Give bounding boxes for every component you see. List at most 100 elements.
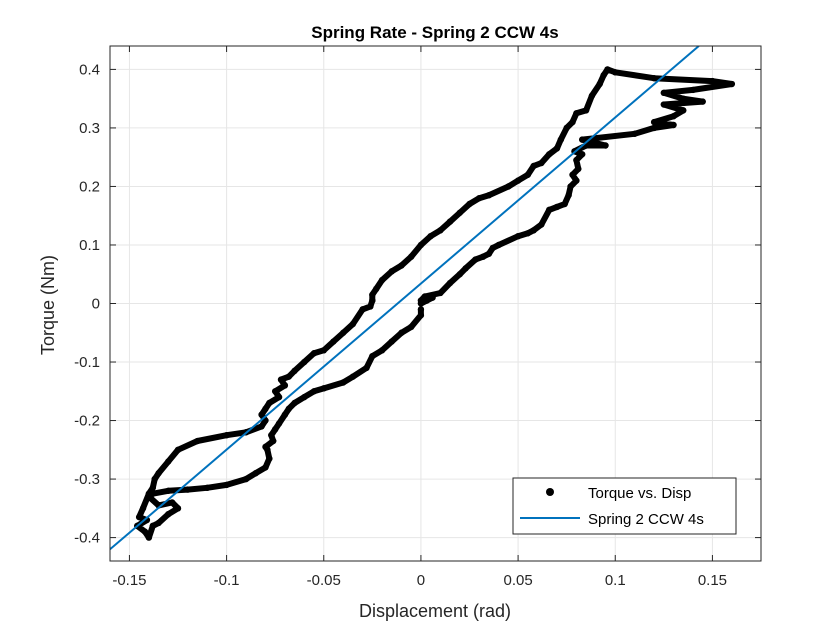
y-tick-label: -0.4: [74, 530, 100, 547]
data-point: [417, 297, 425, 304]
data-point: [575, 165, 582, 173]
data-point: [604, 66, 611, 73]
data-point: [446, 279, 454, 287]
ticks: -0.15 -0.1 -0.05 0 0.05 0.1 0.15 -0.4 -0.3 -0.2 -0…: [74, 46, 761, 589]
data-point: [165, 510, 172, 518]
legend-box: [512, 477, 737, 535]
data-point: [320, 385, 327, 392]
data-point: [291, 399, 298, 407]
data-point: [369, 352, 376, 360]
data-point: [689, 86, 697, 94]
data-point: [545, 151, 553, 158]
y-tick-label: 0.2: [79, 178, 100, 195]
data-point: [600, 72, 607, 79]
y-tick-label: 0.1: [79, 237, 100, 254]
data-point: [145, 534, 153, 541]
x-tick-label: 0: [417, 572, 425, 589]
y-tick-label: -0.3: [74, 471, 100, 488]
data-point: [275, 420, 283, 427]
data-point: [437, 227, 444, 234]
data-point: [538, 159, 545, 167]
data-point: [456, 209, 463, 216]
data-point: [485, 192, 493, 199]
data-point: [155, 470, 162, 477]
data-point: [421, 293, 429, 300]
data-point: [155, 519, 162, 527]
data-point: [301, 393, 308, 401]
data-point: [262, 464, 269, 471]
data-point: [417, 312, 425, 319]
legend-label-spring-2-ccw-4s: Spring 2 CCW 4s: [588, 511, 704, 528]
data-point: [650, 124, 658, 132]
data-point: [709, 77, 716, 85]
legend-label-torque-vs-disp: Torque vs. Disp: [588, 485, 691, 502]
data-point: [514, 232, 522, 240]
data-point: [369, 291, 376, 298]
data-point: [174, 446, 182, 454]
fit-line: [110, 46, 700, 551]
data-point: [582, 107, 590, 114]
plot-content: [110, 46, 736, 551]
data-point: [301, 358, 308, 366]
data-point: [680, 107, 687, 114]
data-point: [408, 253, 415, 260]
data-point: [680, 95, 687, 102]
data-point: [285, 405, 292, 413]
y-axis-label: Torque (Nm): [38, 255, 58, 355]
data-point: [184, 486, 191, 493]
grid: [110, 46, 761, 561]
data-point: [367, 303, 374, 310]
data-point: [339, 379, 347, 386]
data-point: [437, 289, 444, 297]
data-point: [538, 221, 545, 228]
data-point: [456, 271, 463, 278]
data-point: [203, 484, 211, 492]
data-point: [579, 136, 586, 143]
x-axis-label: Displacement (rad): [359, 601, 511, 621]
data-point: [514, 177, 522, 184]
plot-area: [110, 46, 736, 551]
data-point: [495, 241, 502, 249]
data-point: [349, 373, 357, 380]
data-point: [330, 338, 337, 345]
data-point: [258, 423, 265, 430]
data-point: [524, 230, 532, 237]
data-point: [530, 227, 537, 234]
data-point: [561, 200, 568, 208]
data-point: [339, 329, 347, 336]
data-point: [291, 367, 298, 375]
data-point: [466, 200, 473, 208]
data-point: [573, 110, 580, 117]
data-point: [398, 329, 405, 336]
data-point: [266, 399, 273, 407]
data-point: [479, 253, 487, 260]
data-point: [270, 437, 277, 445]
data-point: [530, 162, 537, 170]
y-tick-label: -0.2: [74, 413, 100, 430]
data-point: [553, 145, 561, 152]
data-point: [271, 426, 279, 433]
data-point: [349, 320, 357, 328]
data-point: [281, 411, 289, 418]
data-point: [569, 171, 576, 178]
data-point: [612, 69, 619, 76]
data-point: [485, 250, 493, 257]
y-tick-label: 0.4: [79, 61, 100, 78]
data-point: [141, 528, 149, 535]
data-point: [446, 218, 454, 225]
data-point: [602, 142, 609, 149]
data-point: [149, 490, 156, 497]
data-point: [135, 513, 143, 521]
data-point: [557, 136, 565, 143]
data-point: [242, 475, 250, 483]
data-point: [262, 405, 269, 413]
data-point: [252, 470, 259, 477]
data-point: [670, 121, 677, 129]
data-point: [631, 130, 638, 137]
data-point: [588, 92, 596, 99]
legend: Torque vs. Disp Spring 2 CCW 4s: [512, 477, 737, 535]
data-point: [194, 437, 201, 445]
data-point: [417, 306, 425, 313]
data-point: [151, 475, 158, 483]
